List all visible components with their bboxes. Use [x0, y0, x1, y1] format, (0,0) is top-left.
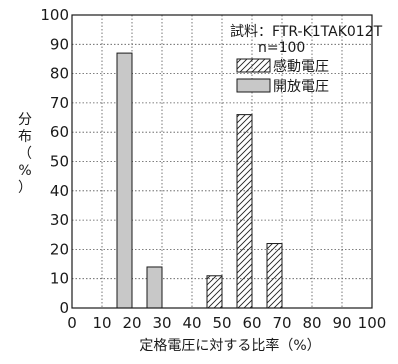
y-tick-label: 70: [50, 94, 69, 112]
bar-dropout: [146, 266, 163, 309]
x-tick-label: 90: [332, 314, 351, 332]
sample-annotation: 試料：FTR-K1TAK012T: [230, 24, 383, 40]
x-tick-label: 40: [182, 314, 201, 332]
x-tick-label: 20: [122, 314, 141, 332]
bar-pickup: [236, 114, 253, 309]
bar-pickup: [266, 243, 283, 309]
y-tick-label: 40: [50, 182, 69, 200]
x-tick-label: 30: [152, 314, 171, 332]
y-tick-label: 50: [50, 153, 69, 171]
x-tick-label: 70: [272, 314, 291, 332]
bar-dropout: [116, 52, 133, 309]
y-tick-label: 80: [50, 65, 69, 83]
bar-pickup: [206, 275, 223, 309]
tick-labels: 0 10 20 30 40 50 60 70 80 90 100 0 10 20 30 40 50 60 70 80 9…: [40, 6, 386, 332]
legend-label: 感動電圧: [273, 58, 329, 75]
x-tick-label: 100: [358, 314, 387, 332]
y-tick-label: 60: [50, 123, 69, 141]
y-axis-title: 分布（%）: [18, 112, 32, 196]
y-tick-label: 10: [50, 270, 69, 288]
x-tick-label: 0: [67, 314, 77, 332]
y-tick-label: 100: [40, 6, 69, 24]
x-tick-label: 50: [212, 314, 231, 332]
x-tick-label: 80: [302, 314, 321, 332]
plot-frame: [71, 14, 373, 309]
y-axis-title-char: ）: [18, 180, 32, 196]
y-axis-title-char: （: [18, 146, 32, 162]
y-tick-label: 0: [59, 299, 69, 317]
x-axis-title: 定格電圧に対する比率（%）: [139, 337, 320, 354]
y-tick-label: 20: [50, 240, 69, 258]
x-tick-label: 10: [92, 314, 111, 332]
n-annotation: n=100: [258, 40, 305, 56]
bars: [116, 52, 283, 309]
y-axis-title-char: %: [18, 163, 31, 179]
y-axis-title-char: 分: [18, 112, 32, 128]
legend-label: 開放電圧: [273, 79, 329, 95]
y-tick-label: 90: [50, 35, 69, 53]
y-axis-title-char: 布: [18, 129, 32, 145]
legend-swatch: [236, 78, 271, 93]
y-tick-label: 30: [50, 211, 69, 229]
legend-swatch: [236, 58, 271, 73]
x-tick-label: 60: [242, 314, 261, 332]
